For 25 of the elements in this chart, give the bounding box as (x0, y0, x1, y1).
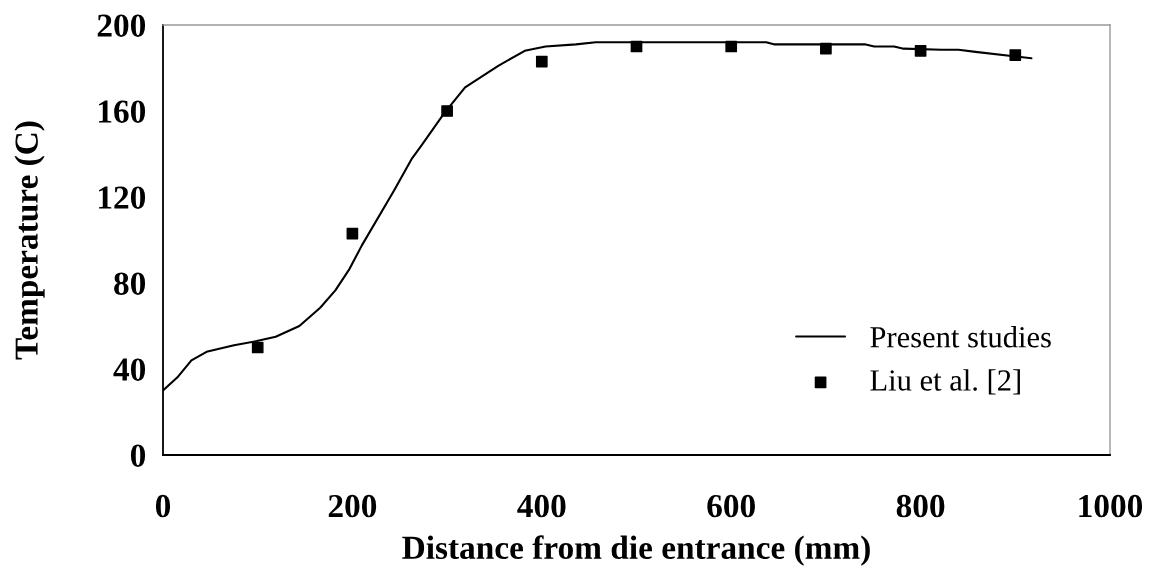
point (820, 42, 832, 55)
point (725, 40, 738, 53)
y-tick-label: 120 (99, 186, 146, 209)
point (535, 55, 548, 68)
y-tick-label: 80 (114, 272, 146, 295)
x-tick-label: 600 (707, 494, 755, 518)
point (346, 227, 359, 240)
point (630, 40, 643, 53)
point (1009, 49, 1022, 61)
x-tick-label: 1000 (1079, 494, 1143, 518)
y-tick-label: 160 (99, 100, 146, 123)
y-tick-label: 200 (97, 14, 146, 37)
y-tick-label: 40 (113, 358, 146, 381)
legend-label: Present studies (870, 326, 1051, 348)
x-axis-title: Distance from die entrance (mm) (402, 535, 870, 566)
y-axis-title: Temperature (C) (14, 121, 45, 360)
point (914, 44, 927, 57)
x-tick-label: 0 (155, 494, 171, 518)
legend-label: Liu et al. [2] (870, 369, 1020, 395)
point (251, 341, 264, 354)
point (441, 105, 453, 117)
x-tick-label: 400 (517, 494, 566, 518)
y-tick-label: 0 (130, 444, 146, 467)
x-tick-label: 200 (328, 494, 377, 518)
x-tick-label: 800 (896, 494, 945, 518)
